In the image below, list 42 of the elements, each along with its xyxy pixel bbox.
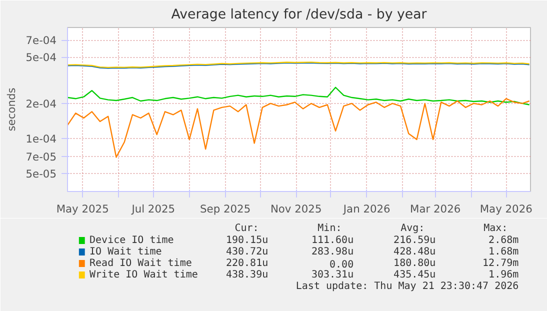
y-tick-label: 5e-04: [26, 51, 57, 64]
x-tick-label: Jul 2025: [130, 202, 176, 216]
chart-title: Average latency for /dev/sda - by year: [171, 8, 428, 22]
text: 180.80u: [394, 258, 436, 269]
y-tick-label: 7e-04: [26, 34, 57, 48]
y-tick-label: 2e-04: [26, 97, 57, 110]
y-tick-label: 1e-04: [26, 132, 57, 146]
text: 0.00: [330, 260, 354, 270]
text: 111.60u: [311, 235, 354, 246]
text: 220.81u: [226, 258, 268, 269]
text: 1.96m: [488, 270, 519, 280]
text: 303.31u: [311, 270, 354, 280]
y-tick-label: 7e-05: [26, 150, 57, 164]
x-tick-label: Jan 2026: [342, 202, 391, 216]
line-series: [68, 98, 530, 158]
text: Min:: [318, 223, 342, 234]
x-tick-label: Sep 2025: [200, 202, 251, 216]
text: 190.15u: [226, 235, 268, 246]
legend-label: Device IO time: [90, 235, 174, 246]
text: 438.39u: [226, 270, 268, 280]
x-tick-label: Nov 2025: [270, 202, 322, 216]
text: 12.79m: [482, 258, 519, 269]
x-tick-label: May 2026: [480, 202, 533, 216]
text: 428.48u: [394, 246, 436, 258]
text: 430.72u: [226, 246, 268, 258]
text: 2.68m: [488, 235, 519, 246]
text: 216.59u: [394, 235, 436, 246]
legend-label: Read IO Wait time: [90, 258, 192, 269]
legend-label: Write IO Wait time: [90, 270, 198, 280]
text: 283.98u: [311, 246, 354, 258]
text: Max:: [484, 223, 508, 234]
line-series: [68, 86, 530, 106]
x-tick-label: May 2025: [56, 202, 109, 216]
text: Avg:: [400, 223, 425, 234]
legend-label: IO Wait time: [90, 246, 162, 258]
y-axis-title: seconds: [4, 87, 18, 132]
text: Cur:: [234, 223, 259, 234]
text: Last update: Thu May 21 23:30:47 2026: [296, 281, 519, 292]
text: 1.68m: [488, 246, 519, 258]
text: 435.45u: [394, 270, 436, 280]
x-tick-label: Mar 2026: [410, 202, 461, 216]
y-tick-label: 5e-05: [26, 167, 57, 180]
